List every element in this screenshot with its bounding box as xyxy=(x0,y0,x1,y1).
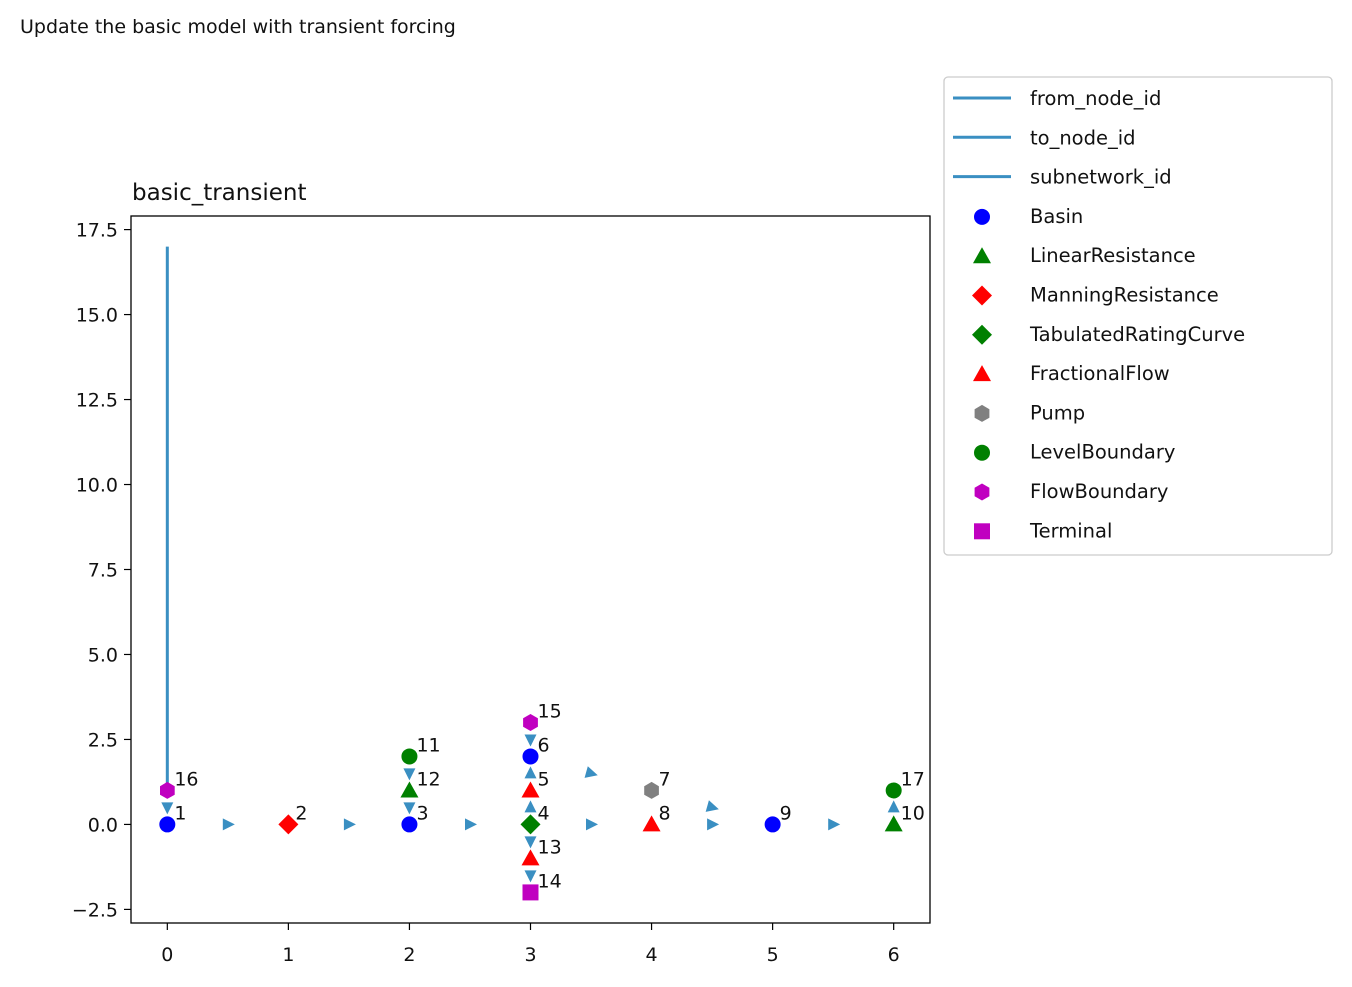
node-label: 5 xyxy=(538,768,550,790)
y-axis: −2.5 0.0 2.5 5.0 7.5 10.0 12.5 15.0 17.5 xyxy=(72,220,131,921)
edge-marker xyxy=(524,870,537,883)
legend-marker xyxy=(973,247,991,264)
legend-entry: Basin xyxy=(1030,205,1083,228)
edge-marker xyxy=(222,818,235,831)
edge-marker xyxy=(403,802,416,815)
legend-entry: from_node_id xyxy=(1030,87,1161,110)
x-tick-label: 5 xyxy=(767,944,779,966)
node-label: 9 xyxy=(780,802,792,824)
y-tick-label: 10.0 xyxy=(76,475,118,497)
edge-marker xyxy=(161,802,174,815)
node-marker xyxy=(642,815,661,832)
node-label: 6 xyxy=(538,734,550,756)
y-tick-label: 12.5 xyxy=(76,390,118,412)
node-marker xyxy=(401,816,418,833)
chart-title: basic_transient xyxy=(132,180,306,206)
node-label: 12 xyxy=(416,768,440,790)
legend-marker xyxy=(974,208,990,225)
legend-entry: Pump xyxy=(1030,401,1085,424)
node-marker xyxy=(521,781,540,798)
node-marker xyxy=(159,816,176,833)
node-marker xyxy=(522,748,539,765)
y-tick-label: 5.0 xyxy=(88,644,118,666)
edge-marker xyxy=(343,818,356,831)
node-marker xyxy=(764,816,781,833)
legend-entry: to_node_id xyxy=(1030,126,1136,149)
edge-marker xyxy=(524,734,537,747)
legend: from_node_id to_node_id subnetwork_id Basin… xyxy=(943,76,1333,556)
y-tick-label: −2.5 xyxy=(72,899,118,921)
node-marker xyxy=(523,714,538,731)
node-label: 4 xyxy=(538,802,550,824)
legend-entry: FractionalFlow xyxy=(1030,362,1170,385)
node-marker xyxy=(884,815,903,832)
node-label: 2 xyxy=(295,802,307,824)
legend-entry: LevelBoundary xyxy=(1030,441,1175,464)
node-marker xyxy=(160,781,175,799)
node-label: 8 xyxy=(659,802,671,824)
x-tick-label: 0 xyxy=(161,944,173,966)
node-marker xyxy=(520,814,541,835)
edge-marker xyxy=(828,818,841,831)
node-label: 14 xyxy=(538,870,562,892)
node-marker xyxy=(400,781,419,798)
node-marker xyxy=(644,781,659,799)
legend-marker xyxy=(972,285,992,306)
x-tick-label: 4 xyxy=(646,944,658,966)
x-tick-label: 6 xyxy=(888,944,900,966)
node-label: 7 xyxy=(659,768,671,790)
node-label: 1 xyxy=(174,802,186,824)
y-tick-label: 2.5 xyxy=(88,729,118,751)
node-label: 16 xyxy=(174,768,198,790)
edge-marker xyxy=(524,766,537,779)
node-label: 17 xyxy=(901,768,925,790)
edge-marker xyxy=(524,800,537,813)
x-tick-label: 1 xyxy=(282,944,294,966)
y-tick-label: 17.5 xyxy=(76,220,118,242)
legend-marker xyxy=(974,483,990,501)
legend-marker xyxy=(972,324,992,345)
edge-marker xyxy=(584,766,598,778)
legend-entry: FlowBoundary xyxy=(1030,480,1168,503)
x-tick-label: 2 xyxy=(403,944,415,966)
edge-marker xyxy=(705,800,719,812)
node-marker xyxy=(401,748,418,765)
node-marker xyxy=(885,782,902,799)
node-label: 11 xyxy=(416,734,440,756)
node-marker xyxy=(521,849,540,866)
edge-marker xyxy=(403,768,416,781)
legend-marker xyxy=(973,365,991,382)
edge-markers xyxy=(161,734,900,883)
legend-entry: LinearResistance xyxy=(1030,244,1196,267)
legend-entry: subnetwork_id xyxy=(1030,166,1172,189)
y-tick-label: 7.5 xyxy=(88,560,118,582)
node-label: 13 xyxy=(538,836,562,858)
legend-box xyxy=(943,76,1333,556)
edge-marker xyxy=(524,836,537,849)
edge-marker xyxy=(465,818,477,831)
legend-entry: TabulatedRatingCurve xyxy=(1029,323,1245,346)
legend-marker xyxy=(974,523,990,540)
legend-marker xyxy=(974,444,990,461)
edge-marker xyxy=(586,818,598,831)
node-label: 3 xyxy=(416,802,428,824)
legend-marker xyxy=(974,404,990,422)
page-heading: Update the basic model with transient fo… xyxy=(20,16,456,38)
node-label: 10 xyxy=(901,802,925,824)
legend-entry: ManningResistance xyxy=(1030,284,1219,307)
edge-marker xyxy=(707,818,720,831)
y-tick-label: 15.0 xyxy=(76,305,118,327)
node-label: 15 xyxy=(538,700,562,722)
x-axis: 0 1 2 3 4 5 6 xyxy=(161,923,900,966)
edge-marker xyxy=(887,800,900,813)
y-tick-label: 0.0 xyxy=(88,814,118,836)
node-marker xyxy=(278,814,299,835)
legend-entry: Terminal xyxy=(1029,519,1112,542)
node-marker xyxy=(522,884,539,901)
x-tick-label: 3 xyxy=(524,944,536,966)
